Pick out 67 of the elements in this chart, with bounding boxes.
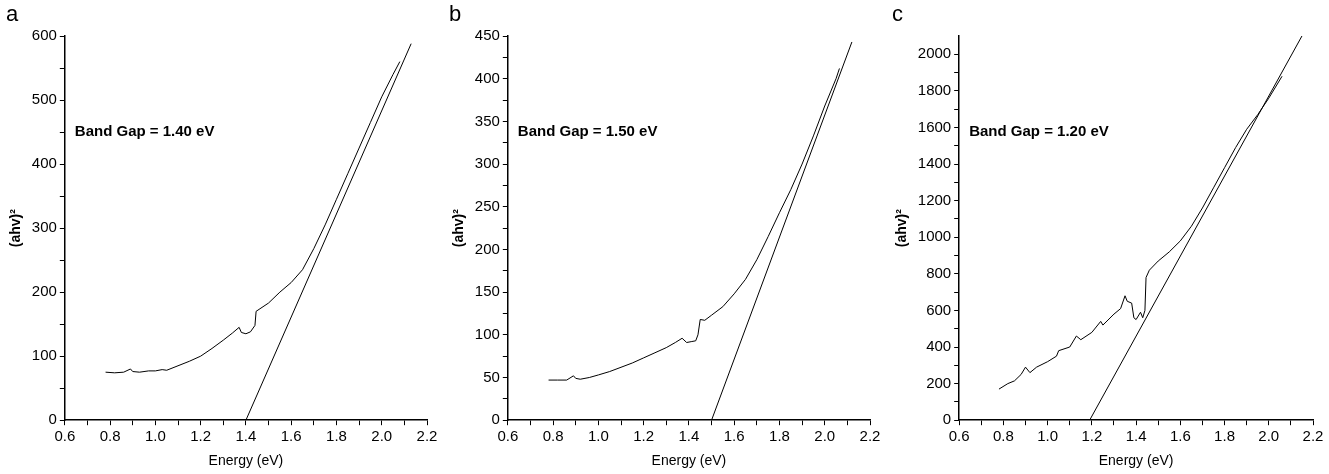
y-tick-label: 350 — [474, 111, 500, 129]
x-tick-label: 1.6 — [1169, 427, 1191, 445]
x-tick-label: 0.6 — [948, 427, 970, 445]
y-tick-label: 1400 — [917, 154, 952, 172]
y-tick-label: 400 — [31, 154, 57, 172]
x-tick-label: 1.2 — [633, 427, 655, 445]
y-tick-label: 600 — [31, 26, 57, 44]
y-tick-label: 0 — [942, 410, 952, 428]
x-tick-label: 0.8 — [992, 427, 1014, 445]
x-axis-title: Energy (eV) — [208, 452, 284, 469]
x-tick-label: 1.2 — [190, 427, 212, 445]
annotation: Band Gap = 1.20 eV — [969, 122, 1109, 140]
y-tick-label: 400 — [474, 68, 500, 86]
x-tick-label: 1.2 — [1081, 427, 1103, 445]
x-axis-title: Energy (eV) — [1098, 452, 1174, 469]
y-tick-label: 1200 — [917, 190, 952, 208]
x-tick-label: 2.0 — [371, 427, 393, 445]
x-tick-label: 0.6 — [54, 427, 76, 445]
chart-title: c — [892, 1, 903, 27]
y-tick-label: 500 — [31, 90, 57, 108]
x-tick-label: 2.0 — [814, 427, 836, 445]
x-tick-label: 1.6 — [280, 427, 302, 445]
chart-title: b — [449, 1, 462, 27]
x-tick-label: 0.8 — [99, 427, 121, 445]
y-tick-label: 150 — [474, 282, 500, 300]
chart-title: a — [6, 1, 19, 27]
y-tick-label: 200 — [31, 282, 57, 300]
x-tick-label: 1.6 — [723, 427, 745, 445]
y-tick-label: 450 — [474, 26, 500, 44]
x-tick-label: 1.0 — [144, 427, 166, 445]
x-axis-title: Energy (eV) — [651, 452, 727, 469]
y-tick-label: 1600 — [917, 117, 952, 135]
x-tick-label: 2.2 — [1302, 427, 1324, 445]
annotation: Band Gap = 1.40 eV — [74, 122, 215, 140]
y-tick-label: 100 — [31, 346, 57, 364]
x-tick-label: 1.8 — [769, 427, 790, 445]
x-tick-label: 1.4 — [235, 427, 257, 445]
x-tick-label: 0.6 — [497, 427, 519, 445]
x-tick-label: 1.4 — [1125, 427, 1147, 445]
y-tick-label: 250 — [474, 196, 500, 214]
x-tick-label: 0.8 — [542, 427, 564, 445]
y-tick-label: 50 — [483, 367, 500, 385]
y-tick-label: 200 — [474, 239, 500, 257]
y-tick-label: 0 — [491, 410, 500, 428]
y-axis-title: (ahv)² — [893, 208, 910, 248]
y-tick-label: 200 — [926, 373, 952, 391]
y-tick-label: 600 — [926, 300, 952, 318]
y-axis-title: (ahv)² — [7, 208, 24, 248]
y-tick-label: 300 — [474, 154, 500, 172]
x-tick-label: 1.0 — [587, 427, 609, 445]
x-tick-label: 1.8 — [326, 427, 347, 445]
x-tick-label: 2.0 — [1258, 427, 1280, 445]
y-tick-label: 1000 — [917, 227, 952, 245]
x-tick-label: 2.2 — [416, 427, 438, 445]
y-tick-label: 800 — [926, 263, 952, 281]
x-tick-label: 1.8 — [1214, 427, 1235, 445]
y-tick-label: 2000 — [917, 44, 952, 62]
y-tick-label: 400 — [926, 337, 952, 355]
y-axis-title: (ahv)² — [450, 208, 467, 248]
x-tick-label: 1.4 — [678, 427, 700, 445]
x-tick-label: 2.2 — [859, 427, 881, 445]
x-tick-label: 1.0 — [1037, 427, 1059, 445]
annotation: Band Gap = 1.50 eV — [517, 122, 658, 140]
y-tick-label: 100 — [474, 324, 500, 342]
y-tick-label: 1800 — [917, 81, 952, 99]
y-tick-label: 300 — [31, 218, 57, 236]
y-tick-label: 0 — [48, 410, 57, 428]
